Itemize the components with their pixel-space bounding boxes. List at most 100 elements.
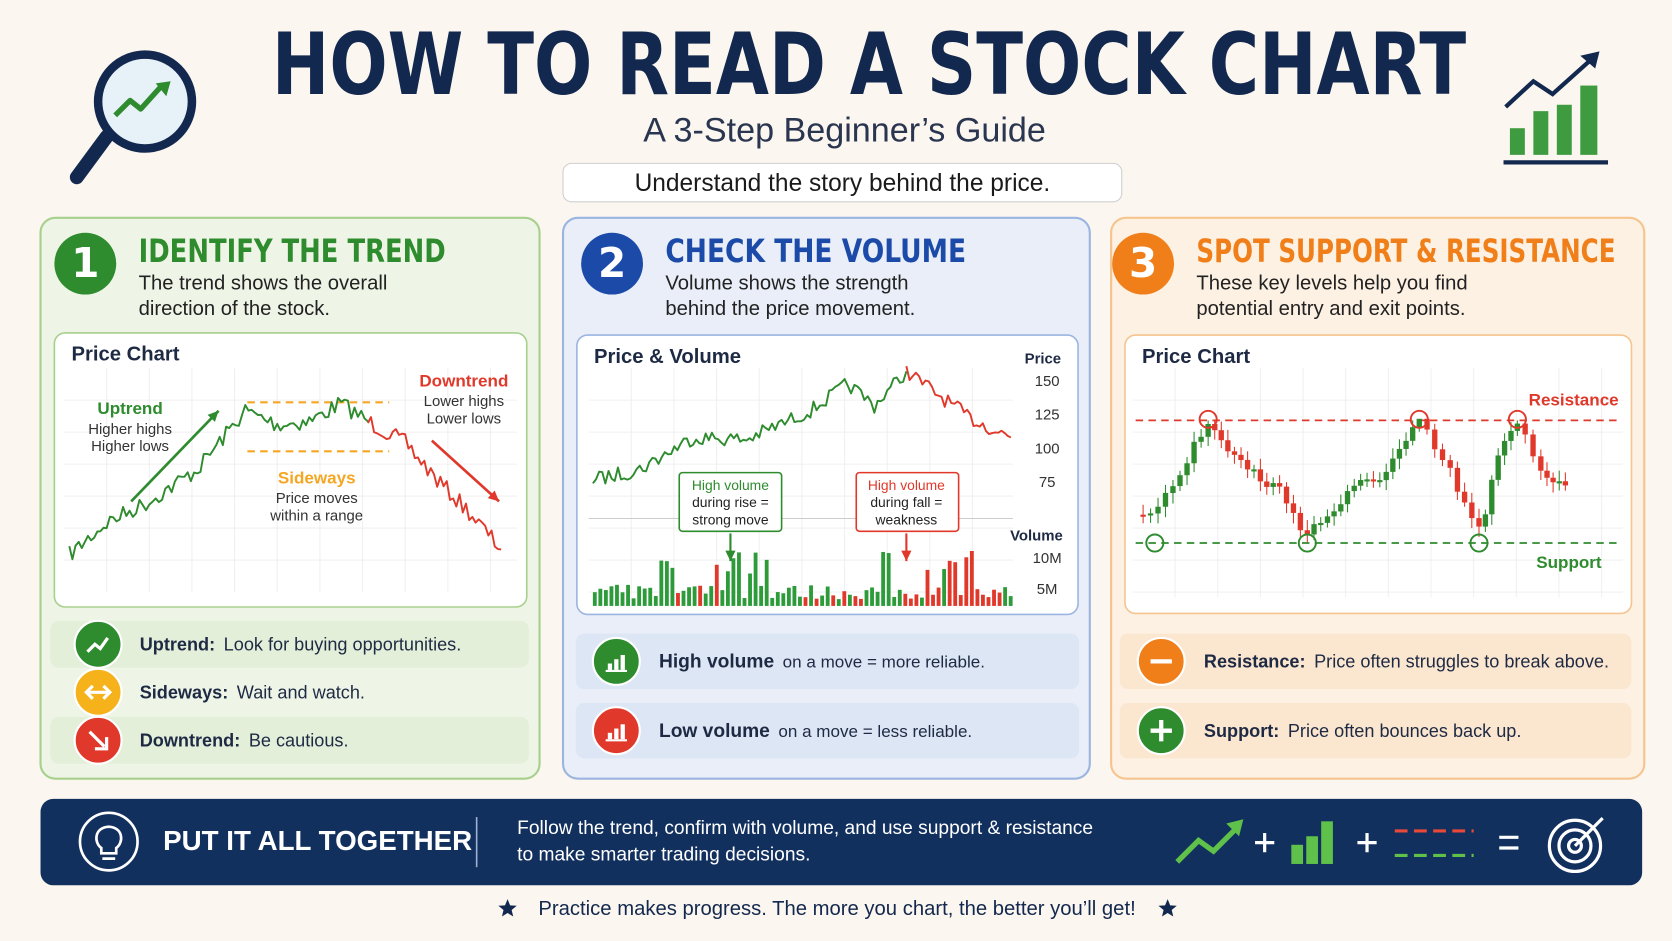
touch-marker xyxy=(1198,409,1218,429)
decor-volume-bar xyxy=(703,593,708,606)
icon-glyph xyxy=(620,654,625,670)
step-description: direction of the stock. xyxy=(139,298,330,320)
magnifier-icon xyxy=(69,50,197,185)
volume-icon xyxy=(1306,836,1318,864)
tip-label: Uptrend: xyxy=(140,634,215,654)
decor-candle xyxy=(1454,467,1461,492)
label: Volume xyxy=(1010,528,1063,545)
decor-candle xyxy=(1390,458,1396,472)
star-icon xyxy=(1158,899,1177,917)
step-description: These key levels help you find xyxy=(1196,272,1467,294)
volume-icon xyxy=(1291,844,1304,864)
decor-volume-bar xyxy=(936,587,941,606)
decor-volume-bar xyxy=(914,594,919,606)
decor-candle xyxy=(1364,479,1370,482)
decor-candle xyxy=(1311,524,1317,535)
step-description: potential entry and exit points. xyxy=(1196,298,1465,320)
step-title: IDENTIFY THE TREND xyxy=(139,232,446,270)
decor-volume-bar xyxy=(676,593,680,606)
decor-candle xyxy=(1324,516,1331,523)
decor-volume-bar xyxy=(592,592,597,606)
decor-volume-bar xyxy=(831,595,836,606)
decor-volume-bar xyxy=(997,592,1002,606)
decor-volume-bar xyxy=(637,586,642,606)
decor-volume-bar xyxy=(975,589,980,606)
decor-candle xyxy=(1331,511,1337,517)
target-icon xyxy=(1566,837,1583,854)
decor-candle xyxy=(1410,427,1416,441)
label: Price xyxy=(1025,351,1061,368)
step-badge xyxy=(54,232,117,295)
decor-candle xyxy=(1550,477,1556,483)
tip-row xyxy=(1119,633,1632,690)
subtitle: A 3-Step Beginner’s Guide xyxy=(643,111,1046,149)
decor-volume-bar xyxy=(664,561,669,606)
label: Lower highs xyxy=(424,393,504,410)
decor-volume-bar xyxy=(814,598,819,606)
decor-candle xyxy=(1495,455,1501,480)
decor-volume-bar xyxy=(886,553,891,606)
tip-label: Resistance: xyxy=(1204,651,1306,671)
arrow xyxy=(430,439,500,503)
decor-candle xyxy=(1344,491,1351,505)
decor-volume-bar xyxy=(947,560,952,606)
decor-candle xyxy=(1447,460,1453,468)
tip-label: High volume xyxy=(659,652,774,673)
price-tick-label: 125 xyxy=(1035,407,1060,424)
bulb-icon xyxy=(95,825,123,860)
decor-volume-bar xyxy=(809,585,813,606)
decor-volume-bar xyxy=(986,597,991,606)
decor-candle xyxy=(1270,483,1276,487)
tagline-box xyxy=(562,162,1123,203)
decor-candle xyxy=(1162,492,1169,507)
decor-volume-bar xyxy=(659,560,664,606)
step-badge xyxy=(581,232,643,295)
decor-candle xyxy=(1439,449,1446,461)
decor-volume-bar xyxy=(864,590,869,606)
decor-candle xyxy=(1383,471,1389,481)
price-tick-label: 150 xyxy=(1035,373,1060,390)
decor-volume-bar xyxy=(781,593,786,606)
label: Resistance xyxy=(1529,391,1619,410)
decor-volume-bar xyxy=(925,569,930,606)
decor-volume-bar xyxy=(631,598,636,606)
label: Higher lows xyxy=(91,438,169,455)
decor-volume-bar xyxy=(775,592,780,606)
decor-volume-bar xyxy=(1008,596,1013,606)
tip-text: Sideways: Wait and watch. xyxy=(140,682,365,702)
decor-volume-bar xyxy=(687,587,691,606)
decor-volume-bar xyxy=(964,557,969,606)
decor-volume-bar xyxy=(642,588,647,606)
step-title: SPOT SUPPORT & RESISTANCE xyxy=(1196,232,1615,270)
tip-body: Wait and watch. xyxy=(237,682,365,702)
tip-row xyxy=(575,702,1080,759)
decor-volume-bar xyxy=(764,559,769,606)
decor-candle xyxy=(1212,424,1218,431)
decor-volume-bar xyxy=(714,564,719,606)
tip-icon xyxy=(73,619,123,669)
step-description: The trend shows the overall xyxy=(139,272,388,294)
decor-price-line xyxy=(905,365,1012,439)
label: 1 xyxy=(71,239,99,287)
decor-volume-bar xyxy=(692,586,697,606)
decor-volume-bar xyxy=(626,584,630,606)
target-icon xyxy=(1573,816,1604,847)
icon-glyph xyxy=(94,737,109,751)
arrow-head xyxy=(901,550,912,562)
tip-label: Low volume xyxy=(659,721,770,742)
decor-candle xyxy=(1155,506,1161,514)
callout-text: during rise = xyxy=(692,494,769,510)
decor-candle xyxy=(1396,448,1403,459)
step-badge xyxy=(1112,232,1175,295)
decor-volume-bar xyxy=(931,594,935,606)
touch-marker xyxy=(1469,533,1489,553)
growth-icon xyxy=(1503,51,1609,165)
decor-candle xyxy=(1184,463,1190,476)
decor-candle xyxy=(1251,469,1257,472)
decor-volume-bar xyxy=(609,586,614,606)
decor-candle xyxy=(1432,429,1438,450)
decor-volume-bar xyxy=(842,591,847,606)
tip-body: Be cautious. xyxy=(249,730,349,750)
price-tick-label: 100 xyxy=(1035,440,1060,457)
